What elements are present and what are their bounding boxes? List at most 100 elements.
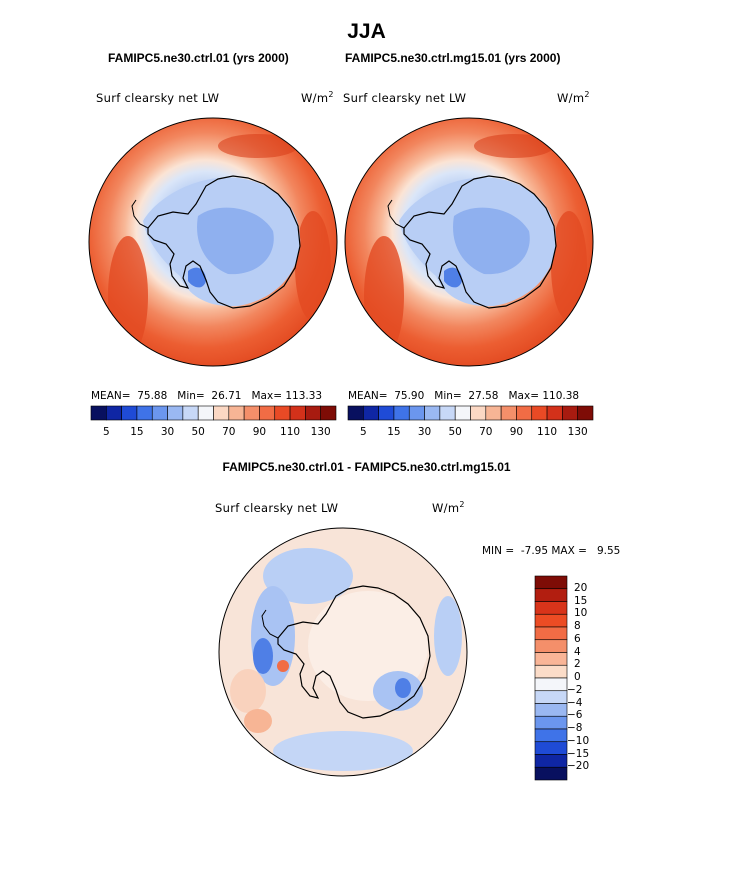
panel1-case-title: FAMIPC5.ne30.ctrl.01 (yrs 2000) <box>108 51 289 65</box>
panel1-colorbar-box <box>197 405 214 421</box>
diff-colorbar-tick-label: −2 <box>567 683 583 696</box>
panel2-colorbar-box <box>424 405 441 421</box>
diff-colorbar-box <box>534 588 568 602</box>
diff-colorbar-box <box>534 728 568 743</box>
panel1-colorbar-tick-label: 130 <box>310 426 331 438</box>
panel1-warm-patch <box>295 211 331 321</box>
panel1-variable-label: Surf clearsky net LW <box>96 91 220 105</box>
panel2-warm-patch <box>364 236 404 356</box>
panel1-colorbar-tick-label: 15 <box>130 426 144 438</box>
diff-variable-label: Surf clearsky net LW <box>215 501 339 515</box>
diff-peninsula-coast <box>261 609 279 639</box>
diff-colorbar-tick-label: −6 <box>567 709 583 722</box>
panel1-ice-deep <box>188 267 206 288</box>
panel2-colorbar-box <box>408 405 425 421</box>
diff-colorbar-box <box>534 639 568 653</box>
panel2-min: 27.58 <box>468 390 499 402</box>
panel1-colorbar-ticks: 5 15 30 50 70 90 110 130 <box>91 426 336 440</box>
diff-colorbar-box <box>534 741 568 755</box>
diff-colorbar <box>534 575 568 781</box>
panel2-colorbar-box <box>439 405 456 421</box>
panel2-colorbar-tick-label: 30 <box>417 426 432 438</box>
panel2-colorbar-tick-label: 130 <box>567 426 588 438</box>
panel1-colorbar-tick-label: 5 <box>102 426 110 438</box>
diff-map <box>218 527 468 777</box>
panel2-colorbar-ticks: 5 15 30 50 70 90 110 130 <box>348 426 593 440</box>
diff-colorbar-box <box>534 664 568 679</box>
panel1-colorbar-box <box>305 405 321 421</box>
panel2-colorbar-tick-label: 70 <box>479 426 493 438</box>
diff-colorbar-tick-label: 2 <box>574 658 581 671</box>
panel2-colorbar-box <box>577 405 594 421</box>
diff-colorbar-tick-label: −8 <box>567 722 583 734</box>
diff-negative-patch <box>253 638 273 674</box>
panel1-map <box>88 117 338 367</box>
panel1-stats: MEAN= 75.88 Min= 26.71 Max= 113.33 <box>91 390 323 402</box>
panel2-colorbar-box <box>546 405 563 421</box>
panel1-colorbar-box <box>320 405 337 421</box>
diff-antarctica-coast <box>277 585 431 719</box>
panel1-colorbar-box <box>243 405 260 421</box>
diff-colorbar-box <box>534 703 568 717</box>
panel1-colorbar-tick-label: 30 <box>160 426 175 438</box>
diff-colorbar-tick-label: −20 <box>567 760 590 773</box>
diff-colorbar-tick-label: 10 <box>574 607 588 620</box>
panel2-colorbar-box <box>500 405 517 421</box>
panel1-colorbar-box <box>228 405 245 421</box>
diff-max: 9.55 <box>596 545 621 557</box>
diff-colorbar-tick-label: −15 <box>567 747 590 760</box>
panel1-min: 26.71 <box>211 390 242 402</box>
panel1-colorbar-box <box>167 405 184 421</box>
diff-colorbar-tick-label: 15 <box>574 594 588 607</box>
panel2-warm-patch <box>474 134 554 158</box>
diff-units: W/m2 <box>432 500 465 515</box>
panel1-colorbar-box <box>106 405 122 421</box>
panel1-colorbar-box <box>289 405 306 421</box>
diff-colorbar-box <box>534 652 568 666</box>
panel1-antarctica-coast <box>147 175 301 309</box>
panel2-antarctica-coast <box>403 175 557 309</box>
panel1-colorbar-tick-label: 50 <box>191 426 205 438</box>
diff-positive-patch <box>244 709 272 733</box>
panel1-mean: 75.88 <box>137 390 168 402</box>
panel2-peninsula-coast <box>387 199 405 229</box>
panel1-colorbar-box <box>259 405 276 421</box>
diff-colorbar-box <box>534 754 568 768</box>
panel1-colorbar-tick-label: 110 <box>280 426 301 438</box>
panel2-colorbar-tick-label: 5 <box>359 426 367 438</box>
diff-colorbar-ticks: 20 15 10 8 6 4 2 0 −2 −4 −6 −8 −10 −15 −20 <box>567 576 631 780</box>
panel1-warm-patch <box>108 236 148 356</box>
diff-colorbar-box <box>534 677 568 692</box>
diff-colorbar-tick-label: 4 <box>574 645 581 658</box>
panel2-colorbar-tick-label: 15 <box>387 426 401 438</box>
diff-colorbar-tick-label: 20 <box>574 581 588 594</box>
panel2-max: 110.38 <box>542 390 580 402</box>
panel2-colorbar-tick-label: 110 <box>537 426 558 438</box>
diff-negative-patch <box>395 678 411 698</box>
panel1-units: W/m2 <box>301 90 334 105</box>
panel1-ice-deep <box>197 207 274 275</box>
diff-colorbar-box <box>534 601 568 615</box>
diff-min-max: MIN = -7.95 MAX = 9.55 <box>482 545 621 557</box>
diff-negative-patch <box>273 731 413 771</box>
panel1-colorbar-box <box>151 405 168 421</box>
diff-min: -7.95 <box>520 545 549 557</box>
panel1-peninsula-coast <box>131 199 149 229</box>
panel1-colorbar-box <box>90 405 107 421</box>
diff-colorbar-box <box>534 626 568 641</box>
diff-colorbar-box <box>534 766 568 781</box>
diff-colorbar-tick-label: −4 <box>567 696 583 709</box>
panel2-colorbar <box>347 405 594 421</box>
panel2-colorbar-box <box>562 405 578 421</box>
panel1-colorbar-box <box>182 405 199 421</box>
panel2-colorbar-box <box>347 405 364 421</box>
panel1-colorbar-box <box>274 405 291 421</box>
panel2-colorbar-box <box>531 405 548 421</box>
panel2-colorbar-box <box>393 405 410 421</box>
panel2-colorbar-tick-label: 90 <box>509 426 524 438</box>
diff-colorbar-box <box>534 575 568 590</box>
panel2-variable-label: Surf clearsky net LW <box>343 91 467 105</box>
panel1-colorbar-box <box>213 405 230 421</box>
diff-colorbar-tick-label: 0 <box>574 671 581 683</box>
figure-title: JJA <box>347 20 386 43</box>
